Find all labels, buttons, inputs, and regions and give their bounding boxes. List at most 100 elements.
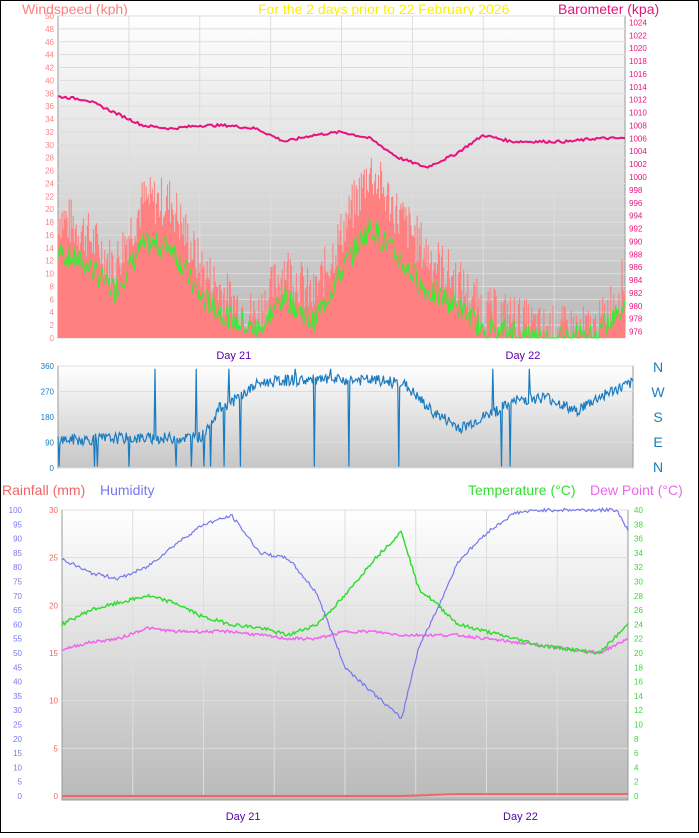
- humidity-tick-label: 90: [13, 535, 22, 544]
- wind-tick-label: 42: [45, 64, 54, 73]
- temperature-tick-label: 4: [634, 763, 639, 772]
- barometer-tick-label: 982: [629, 289, 643, 298]
- temperature-header: Temperature (°C): [468, 482, 576, 498]
- barometer-tick-label: 1018: [629, 57, 647, 66]
- chart-subtitle: For the 2 days prior to 22 February 2026: [258, 1, 510, 17]
- wind-tick-label: 14: [45, 244, 54, 253]
- wind-tick-label: 36: [45, 102, 54, 111]
- temperature-tick-label: 18: [634, 663, 643, 672]
- barometer-tick-label: 1024: [629, 18, 647, 27]
- wind-tick-label: 2: [50, 321, 55, 330]
- barometer-header: Barometer (kpa): [558, 1, 659, 17]
- barometer-tick-label: 984: [629, 276, 643, 285]
- humidity-tick-label: 70: [13, 592, 22, 601]
- wind-tick-label: 50: [45, 12, 54, 21]
- barometer-tick-label: 1022: [629, 31, 647, 40]
- temperature-tick-label: 30: [634, 578, 643, 587]
- barometer-tick-label: 1006: [629, 134, 647, 143]
- wind-tick-label: 4: [50, 308, 55, 317]
- compass-label: S: [653, 409, 662, 425]
- humidity-tick-label: 95: [13, 520, 22, 529]
- wind-tick-label: 28: [45, 154, 54, 163]
- rainfall-tick-label: 20: [49, 601, 58, 610]
- rainfall-tick-label: 0: [54, 792, 59, 801]
- temperature-tick-label: 12: [634, 706, 643, 715]
- humidity-tick-label: 50: [13, 649, 22, 658]
- rainfall-tick-label: 10: [49, 697, 58, 706]
- humidity-tick-label: 10: [13, 763, 22, 772]
- wind-tick-label: 16: [45, 231, 54, 240]
- humidity-header: Humidity: [100, 482, 154, 498]
- humidity-tick-label: 15: [13, 749, 22, 758]
- wind-tick-label: 0: [50, 334, 55, 343]
- temperature-tick-label: 10: [634, 721, 643, 730]
- day-label: Day 21: [216, 350, 251, 362]
- windspeed-header: Windspeed (kph): [22, 1, 128, 17]
- day-label: Day 22: [506, 350, 541, 362]
- wind-tick-label: 24: [45, 179, 54, 188]
- temperature-line: [61, 530, 629, 655]
- barometer-tick-label: 988: [629, 250, 643, 259]
- wind-tick-label: 20: [45, 205, 54, 214]
- temperature-tick-label: 22: [634, 635, 643, 644]
- temperature-tick-label: 24: [634, 620, 643, 629]
- barometer-tick-label: 986: [629, 263, 643, 272]
- barometer-tick-label: 1002: [629, 160, 647, 169]
- wind-tick-label: 38: [45, 89, 54, 98]
- climate-chart: 0510152025300510152025303540455055606570…: [9, 506, 644, 823]
- wind-tick-label: 48: [45, 25, 54, 34]
- barometer-tick-label: 994: [629, 212, 643, 221]
- humidity-line: [61, 507, 629, 719]
- day-label: Day 22: [503, 811, 538, 823]
- day-label: Day 21: [226, 811, 261, 823]
- barometer-tick-label: 1008: [629, 121, 647, 130]
- barometer-tick-label: 1010: [629, 109, 647, 118]
- barometer-tick-label: 1000: [629, 173, 647, 182]
- wind-tick-label: 12: [45, 257, 54, 266]
- barometer-tick-label: 990: [629, 237, 643, 246]
- barometer-tick-label: 1020: [629, 44, 647, 53]
- temperature-tick-label: 34: [634, 549, 643, 558]
- wind-barometer-chart: 0246810121416182022242628303234363840424…: [45, 12, 647, 362]
- humidity-tick-label: 75: [13, 578, 22, 587]
- humidity-tick-label: 35: [13, 692, 22, 701]
- wind-tick-label: 22: [45, 192, 54, 201]
- temperature-tick-label: 36: [634, 535, 643, 544]
- humidity-tick-label: 0: [18, 792, 23, 801]
- barometer-tick-label: 1014: [629, 83, 647, 92]
- direction-tick-label: 0: [50, 464, 55, 473]
- dew-point-header: Dew Point (°C): [590, 482, 683, 498]
- temperature-tick-label: 38: [634, 520, 643, 529]
- wind-direction-line: [57, 368, 634, 467]
- compass-label: N: [653, 359, 663, 375]
- wind-tick-label: 26: [45, 167, 54, 176]
- wind-average-line: [57, 216, 626, 340]
- barometer-tick-label: 992: [629, 225, 643, 234]
- rainfall-header: Rainfall (mm): [2, 482, 85, 498]
- rainfall-line: [62, 793, 628, 797]
- direction-tick-label: 90: [45, 439, 54, 448]
- temperature-tick-label: 20: [634, 649, 643, 658]
- compass-label: N: [653, 459, 663, 475]
- temperature-tick-label: 26: [634, 606, 643, 615]
- temperature-tick-label: 16: [634, 678, 643, 687]
- humidity-tick-label: 60: [13, 620, 22, 629]
- temperature-tick-label: 32: [634, 563, 643, 572]
- humidity-tick-label: 55: [13, 635, 22, 644]
- barometer-tick-label: 1004: [629, 147, 647, 156]
- barometer-tick-label: 1012: [629, 96, 647, 105]
- wind-tick-label: 40: [45, 76, 54, 85]
- direction-tick-label: 360: [41, 362, 55, 371]
- wind-tick-label: 6: [50, 295, 55, 304]
- humidity-tick-label: 85: [13, 549, 22, 558]
- barometer-tick-label: 976: [629, 328, 643, 337]
- wind-tick-label: 34: [45, 115, 54, 124]
- temperature-tick-label: 14: [634, 692, 643, 701]
- barometer-tick-label: 998: [629, 186, 643, 195]
- temperature-tick-label: 8: [634, 735, 639, 744]
- wind-tick-label: 46: [45, 38, 54, 47]
- compass-label: E: [653, 434, 662, 450]
